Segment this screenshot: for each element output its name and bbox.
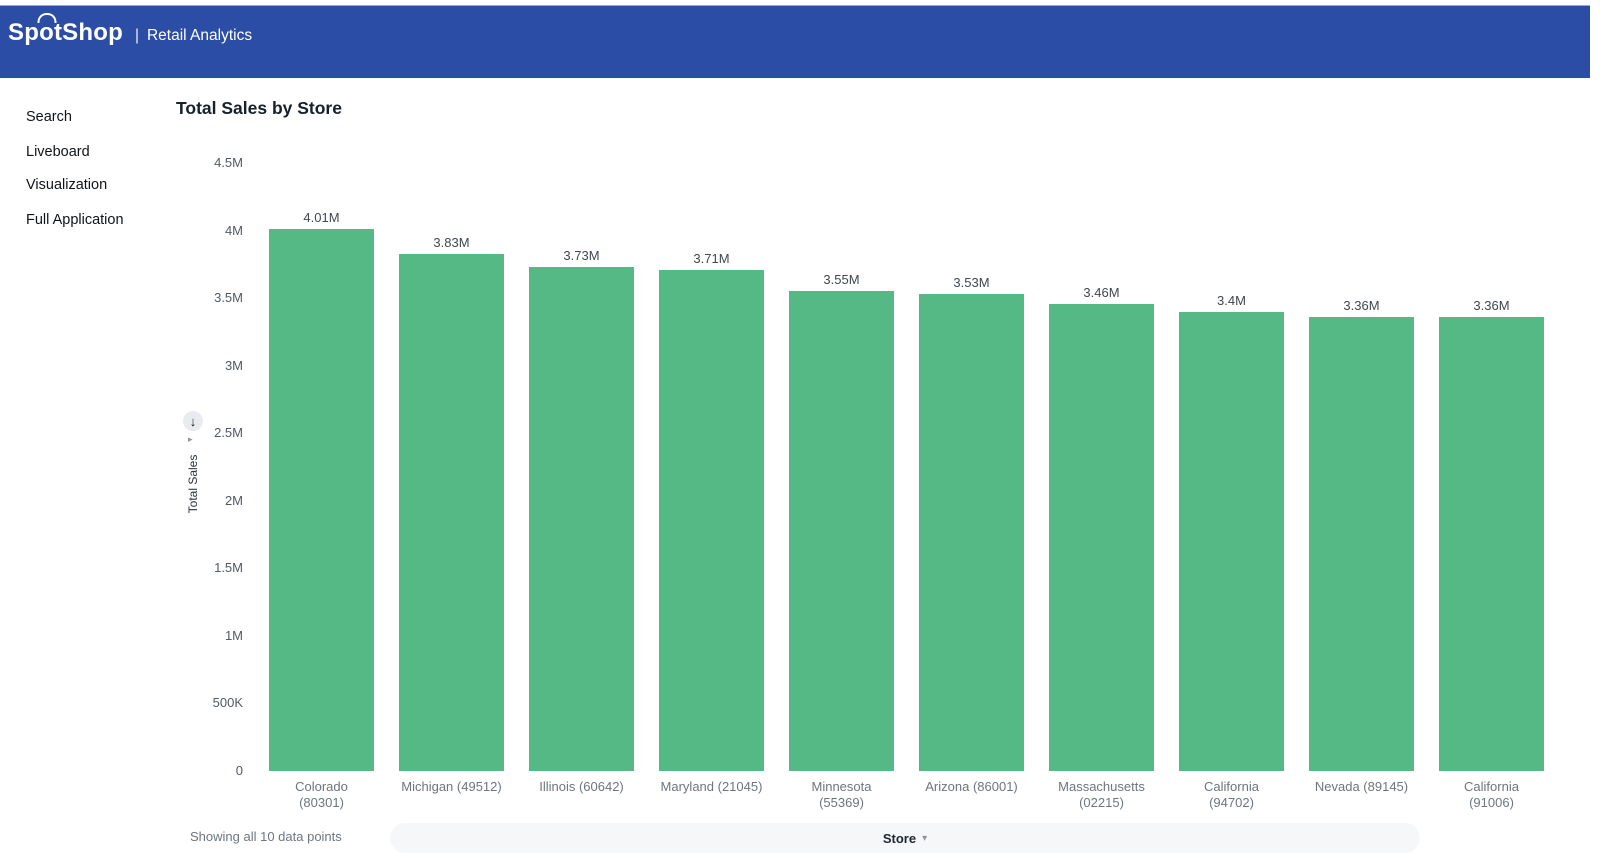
- y-axis-menu-button[interactable]: ↓: [183, 411, 203, 431]
- x-tick-label: Michigan (49512): [401, 779, 502, 794]
- x-tick-label: California (94702): [1204, 779, 1259, 810]
- spotshop-logo[interactable]: SpotShop: [8, 18, 123, 48]
- x-tick-label: Minnesota (55369): [811, 779, 872, 810]
- bar[interactable]: [1049, 303, 1154, 771]
- bar-value-label: 3.71M: [693, 250, 730, 266]
- bar-value-label: 3.36M: [1473, 298, 1510, 314]
- chart-title: Total Sales by Store: [176, 98, 342, 118]
- x-tick-label: Arizona (86001): [925, 779, 1018, 794]
- bar-value-label: 3.73M: [563, 248, 600, 264]
- axis-expander-icon[interactable]: ▸: [188, 434, 193, 444]
- bar-column: 3.71M Maryland (21045): [659, 163, 764, 794]
- bar-column: 3.46M Massachusetts (02215): [1049, 163, 1154, 810]
- logo-text-prefix: Sp: [8, 19, 40, 46]
- down-arrow-icon: ↓: [189, 413, 197, 429]
- bar[interactable]: [1179, 311, 1284, 771]
- bar-column: 3.83M Michigan (49512): [399, 163, 504, 794]
- bar[interactable]: [1309, 317, 1414, 771]
- x-axis-field-bar[interactable]: Store ▾: [390, 823, 1420, 853]
- y-tick-label: 3.5M: [214, 290, 243, 306]
- bar[interactable]: [399, 253, 504, 771]
- y-tick-label: 2M: [224, 492, 243, 508]
- chevron-down-icon: ▾: [922, 833, 928, 844]
- sidebar-item-search[interactable]: Search: [26, 109, 72, 125]
- bar-value-label: 3.46M: [1083, 284, 1120, 300]
- bar-column: 3.73M Illinois (60642): [529, 163, 634, 794]
- bar-value-label: 3.4M: [1217, 292, 1246, 308]
- bar[interactable]: [1439, 317, 1544, 771]
- header-subtitle-group: | Retail Analytics: [135, 27, 252, 45]
- y-tick-label: 3M: [224, 357, 243, 373]
- bar[interactable]: [789, 291, 894, 771]
- top-margin-strip: [0, 0, 1600, 5]
- data-points-note: Showing all 10 data points: [190, 829, 342, 844]
- bar-column: 3.55M Minnesota (55369): [789, 163, 894, 810]
- plot-area: 4.01M Colorado (80301) 3.83M Michigan (49512…: [250, 163, 1545, 810]
- y-tick-label: 2.5M: [214, 425, 243, 441]
- bar-column: 3.4M California (94702): [1179, 163, 1284, 810]
- y-tick-label: 0: [235, 763, 243, 778]
- logo-text-suffix: tShop: [53, 19, 123, 46]
- x-tick-label: California (91006): [1464, 779, 1519, 810]
- x-tick-label: Massachusetts (02215): [1058, 779, 1145, 810]
- bar-column: 3.53M Arizona (86001): [919, 163, 1024, 794]
- y-tick-label: 4.5M: [214, 155, 243, 170]
- x-tick-label: Maryland (21045): [660, 779, 763, 794]
- bar-value-label: 3.55M: [823, 272, 860, 288]
- bar[interactable]: [529, 267, 634, 771]
- y-tick-label: 500K: [212, 695, 243, 711]
- bar-column: 4.01M Colorado (80301): [269, 163, 374, 810]
- y-tick-label: 1.5M: [214, 560, 243, 576]
- y-tick-label: 4M: [224, 222, 243, 238]
- app-header: SpotShop | Retail Analytics: [0, 5, 1590, 78]
- bar[interactable]: [269, 229, 374, 771]
- logo-spot-o-icon: o: [39, 19, 54, 46]
- header-separator: |: [134, 27, 139, 44]
- y-axis-ticks: 0 500K 1M 1.5M 2M 2.5M 3M 3.5M 4M 4.5M: [0, 155, 243, 778]
- bar[interactable]: [659, 269, 764, 771]
- sidebar-item-full-application[interactable]: Full Application: [26, 212, 124, 228]
- bar-value-label: 3.53M: [953, 275, 990, 291]
- bar-value-label: 3.36M: [1343, 298, 1380, 314]
- x-tick-label: Illinois (60642): [539, 779, 624, 794]
- sidebar-item-liveboard[interactable]: Liveboard: [26, 144, 90, 160]
- bar-column: 3.36M Nevada (89145): [1309, 163, 1414, 794]
- y-tick-label: 1M: [224, 627, 243, 643]
- sidebar-item-visualization[interactable]: Visualization: [26, 177, 108, 193]
- x-axis-field-label: Store: [882, 830, 917, 846]
- x-tick-label: Colorado (80301): [295, 779, 348, 810]
- bar-value-label: 4.01M: [303, 210, 340, 226]
- header-subtitle: Retail Analytics: [146, 27, 253, 44]
- bar[interactable]: [919, 294, 1024, 771]
- bar-column: 3.36M California (91006): [1439, 163, 1544, 810]
- bar-value-label: 3.83M: [433, 234, 470, 250]
- x-tick-label: Nevada (89145): [1314, 779, 1409, 794]
